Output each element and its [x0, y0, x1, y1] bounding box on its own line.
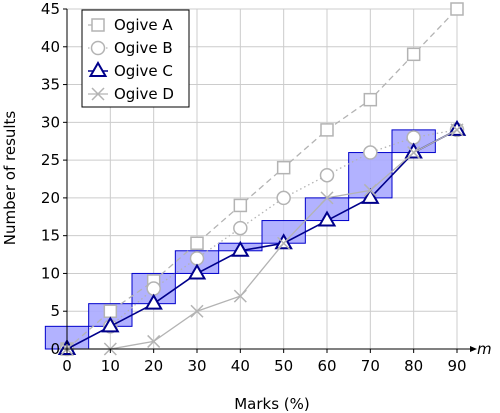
legend-label: Ogive B — [114, 39, 173, 57]
data-point-square — [321, 124, 333, 136]
legend: Ogive A Ogive B Ogive C Ogive D — [82, 10, 189, 107]
x-tick-label: 50 — [274, 357, 293, 375]
x-tick-label: 80 — [404, 357, 423, 375]
y-tick-label: 30 — [41, 113, 60, 131]
y-axis-title: Number of results — [1, 111, 19, 246]
x-tick-label: 40 — [231, 357, 250, 375]
data-point-square — [92, 19, 104, 31]
x-axis-arrow — [470, 346, 477, 352]
y-tick-label: 40 — [41, 38, 60, 56]
x-tick-label: 70 — [361, 357, 380, 375]
data-point-circle — [321, 169, 334, 182]
data-point-square — [364, 94, 376, 106]
x-tick-label: 60 — [317, 357, 336, 375]
y-tick-label: 20 — [41, 189, 60, 207]
x-tick-label: 0 — [62, 357, 72, 375]
data-point-circle — [234, 222, 247, 235]
data-point-square — [234, 199, 246, 211]
legend-label: Ogive A — [114, 16, 173, 34]
legend-item: Ogive A — [88, 16, 173, 34]
x-tick-label: 10 — [101, 357, 120, 375]
data-point-circle — [407, 131, 420, 144]
legend-item: Ogive B — [88, 39, 173, 57]
data-point-square — [408, 48, 420, 60]
data-point-circle — [147, 282, 160, 295]
data-point-square — [104, 305, 116, 317]
y-tick-label: 45 — [41, 0, 60, 18]
data-point-square — [278, 162, 290, 174]
data-point-circle — [92, 42, 105, 55]
y-tick-label: 10 — [41, 264, 60, 282]
data-point-circle — [277, 191, 290, 204]
data-point-circle — [364, 146, 377, 159]
x-axis-end-label: m — [477, 340, 492, 358]
data-point-circle — [191, 252, 204, 265]
y-tick-label: 25 — [41, 151, 60, 169]
x-tick-label: 20 — [144, 357, 163, 375]
y-tick-label: 35 — [41, 76, 60, 94]
x-axis-title: Marks (%) — [234, 395, 310, 413]
legend-label: Ogive D — [114, 85, 174, 103]
legend-label: Ogive C — [114, 62, 173, 80]
data-point-square — [191, 237, 203, 249]
y-tick-label: 15 — [41, 227, 60, 245]
y-tick-label: 0 — [50, 340, 60, 358]
x-tick-label: 90 — [447, 357, 466, 375]
data-point-square — [451, 3, 463, 15]
x-tick-label: 30 — [187, 357, 206, 375]
y-tick-label: 5 — [50, 302, 60, 320]
